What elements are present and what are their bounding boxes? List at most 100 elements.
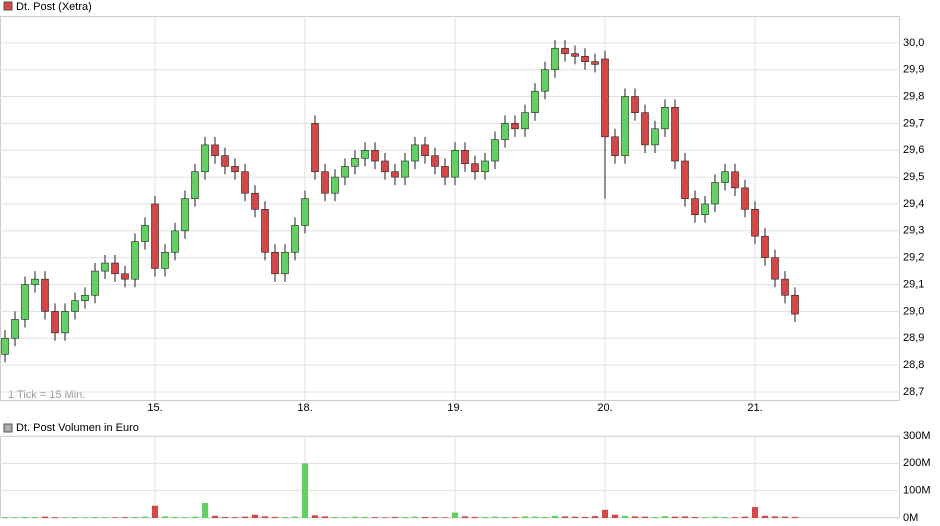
- volume-bar: [502, 516, 508, 518]
- y-tick-label: 28,9: [903, 332, 924, 344]
- y-tick-label: 0M: [903, 512, 918, 524]
- volume-bar: [562, 516, 568, 518]
- candle-body: [271, 252, 279, 275]
- candle-body: [191, 171, 199, 199]
- volume-bar: [692, 516, 698, 518]
- candle-body: [631, 96, 639, 113]
- volume-bar: [462, 516, 468, 518]
- candle-body: [371, 149, 379, 162]
- candle-body: [121, 273, 129, 280]
- candle-body: [401, 160, 409, 178]
- candle-body: [551, 47, 559, 71]
- candle-body: [361, 149, 369, 159]
- legend-swatch: [3, 423, 13, 433]
- candle-body: [451, 149, 459, 178]
- volume-bar: [122, 517, 128, 518]
- y-tick-label: 100M: [903, 485, 931, 497]
- y-tick-label: 30,0: [903, 37, 924, 49]
- candle-body: [241, 171, 249, 194]
- candle-body: [751, 209, 759, 237]
- volume-bar: [312, 515, 318, 518]
- candle-body: [791, 294, 799, 315]
- candle-body: [391, 171, 399, 178]
- candle-body: [711, 182, 719, 205]
- candle-body: [71, 300, 79, 312]
- y-tick-label: 29,1: [903, 278, 924, 290]
- y-tick-label: 28,7: [903, 386, 924, 398]
- candle-body: [141, 225, 149, 242]
- volume-bar: [212, 515, 218, 518]
- volume-bar: [352, 516, 358, 518]
- volume-bar: [622, 515, 628, 518]
- volume-bar: [732, 517, 738, 518]
- candle-body: [701, 203, 709, 216]
- volume-bar: [382, 517, 388, 518]
- candle-body: [591, 61, 599, 65]
- volume-bar: [262, 516, 268, 518]
- legend-swatch: [3, 1, 13, 11]
- volume-bar: [512, 517, 518, 518]
- volume-bar: [592, 516, 598, 518]
- candle-body: [681, 160, 689, 199]
- volume-bar: [542, 516, 548, 518]
- volume-bar: [162, 516, 168, 518]
- y-tick-label: 300M: [903, 430, 931, 442]
- x-tick-label: 21.: [747, 402, 762, 414]
- candle-body: [61, 311, 69, 334]
- y-tick-label: 29,3: [903, 225, 924, 237]
- volume-bar: [182, 517, 188, 518]
- y-tick-label: 29,7: [903, 117, 924, 129]
- candle-body: [161, 252, 169, 269]
- volume-bar: [572, 516, 578, 518]
- candle-body: [501, 123, 509, 140]
- y-tick-label: 28,8: [903, 359, 924, 371]
- candle-body: [351, 158, 359, 167]
- candle-body: [611, 136, 619, 156]
- volume-bar: [682, 516, 688, 518]
- plot-frame: [0, 436, 900, 518]
- candle-body: [561, 47, 569, 54]
- volume-bar: [52, 517, 58, 518]
- candle-body: [601, 58, 609, 138]
- candle-body: [321, 171, 329, 194]
- volume-bar: [282, 517, 288, 518]
- candle-body: [21, 284, 29, 320]
- candle-body: [581, 55, 589, 62]
- candle-body: [781, 278, 789, 296]
- volume-bar: [342, 517, 348, 518]
- candle-body: [101, 262, 109, 272]
- volume-bar: [432, 517, 438, 518]
- candle-body: [481, 160, 489, 173]
- volume-bar: [202, 502, 208, 518]
- y-tick-label: 29,8: [903, 90, 924, 102]
- volume-bar: [672, 516, 678, 518]
- y-tick-label: 29,4: [903, 198, 924, 210]
- candle-body: [731, 171, 739, 189]
- volume-bar: [192, 516, 198, 518]
- candle-body: [11, 319, 19, 339]
- volume-bar: [362, 516, 368, 518]
- volume-bar: [602, 509, 608, 518]
- volume-bar: [92, 516, 98, 518]
- volume-bar: [612, 514, 618, 518]
- volume-bar: [272, 516, 278, 518]
- volume-bar: [302, 463, 308, 518]
- candle-body: [411, 144, 419, 162]
- volume-bar: [82, 517, 88, 518]
- volume-bar: [372, 517, 378, 518]
- volume-bar: [582, 516, 588, 518]
- volume-bar: [482, 517, 488, 518]
- volume-bar: [62, 517, 68, 518]
- y-tick-label: 29,0: [903, 305, 924, 317]
- y-tick-label: 29,6: [903, 144, 924, 156]
- candle-body: [661, 107, 669, 130]
- candle-body: [81, 294, 89, 301]
- candle-body: [51, 311, 59, 334]
- plot-frame: [0, 16, 900, 401]
- volume-bar: [2, 517, 8, 518]
- volume-bar: [752, 507, 758, 518]
- candle-body: [91, 270, 99, 296]
- candle-body: [691, 198, 699, 216]
- candle-body: [441, 166, 449, 178]
- candle-body: [521, 112, 529, 130]
